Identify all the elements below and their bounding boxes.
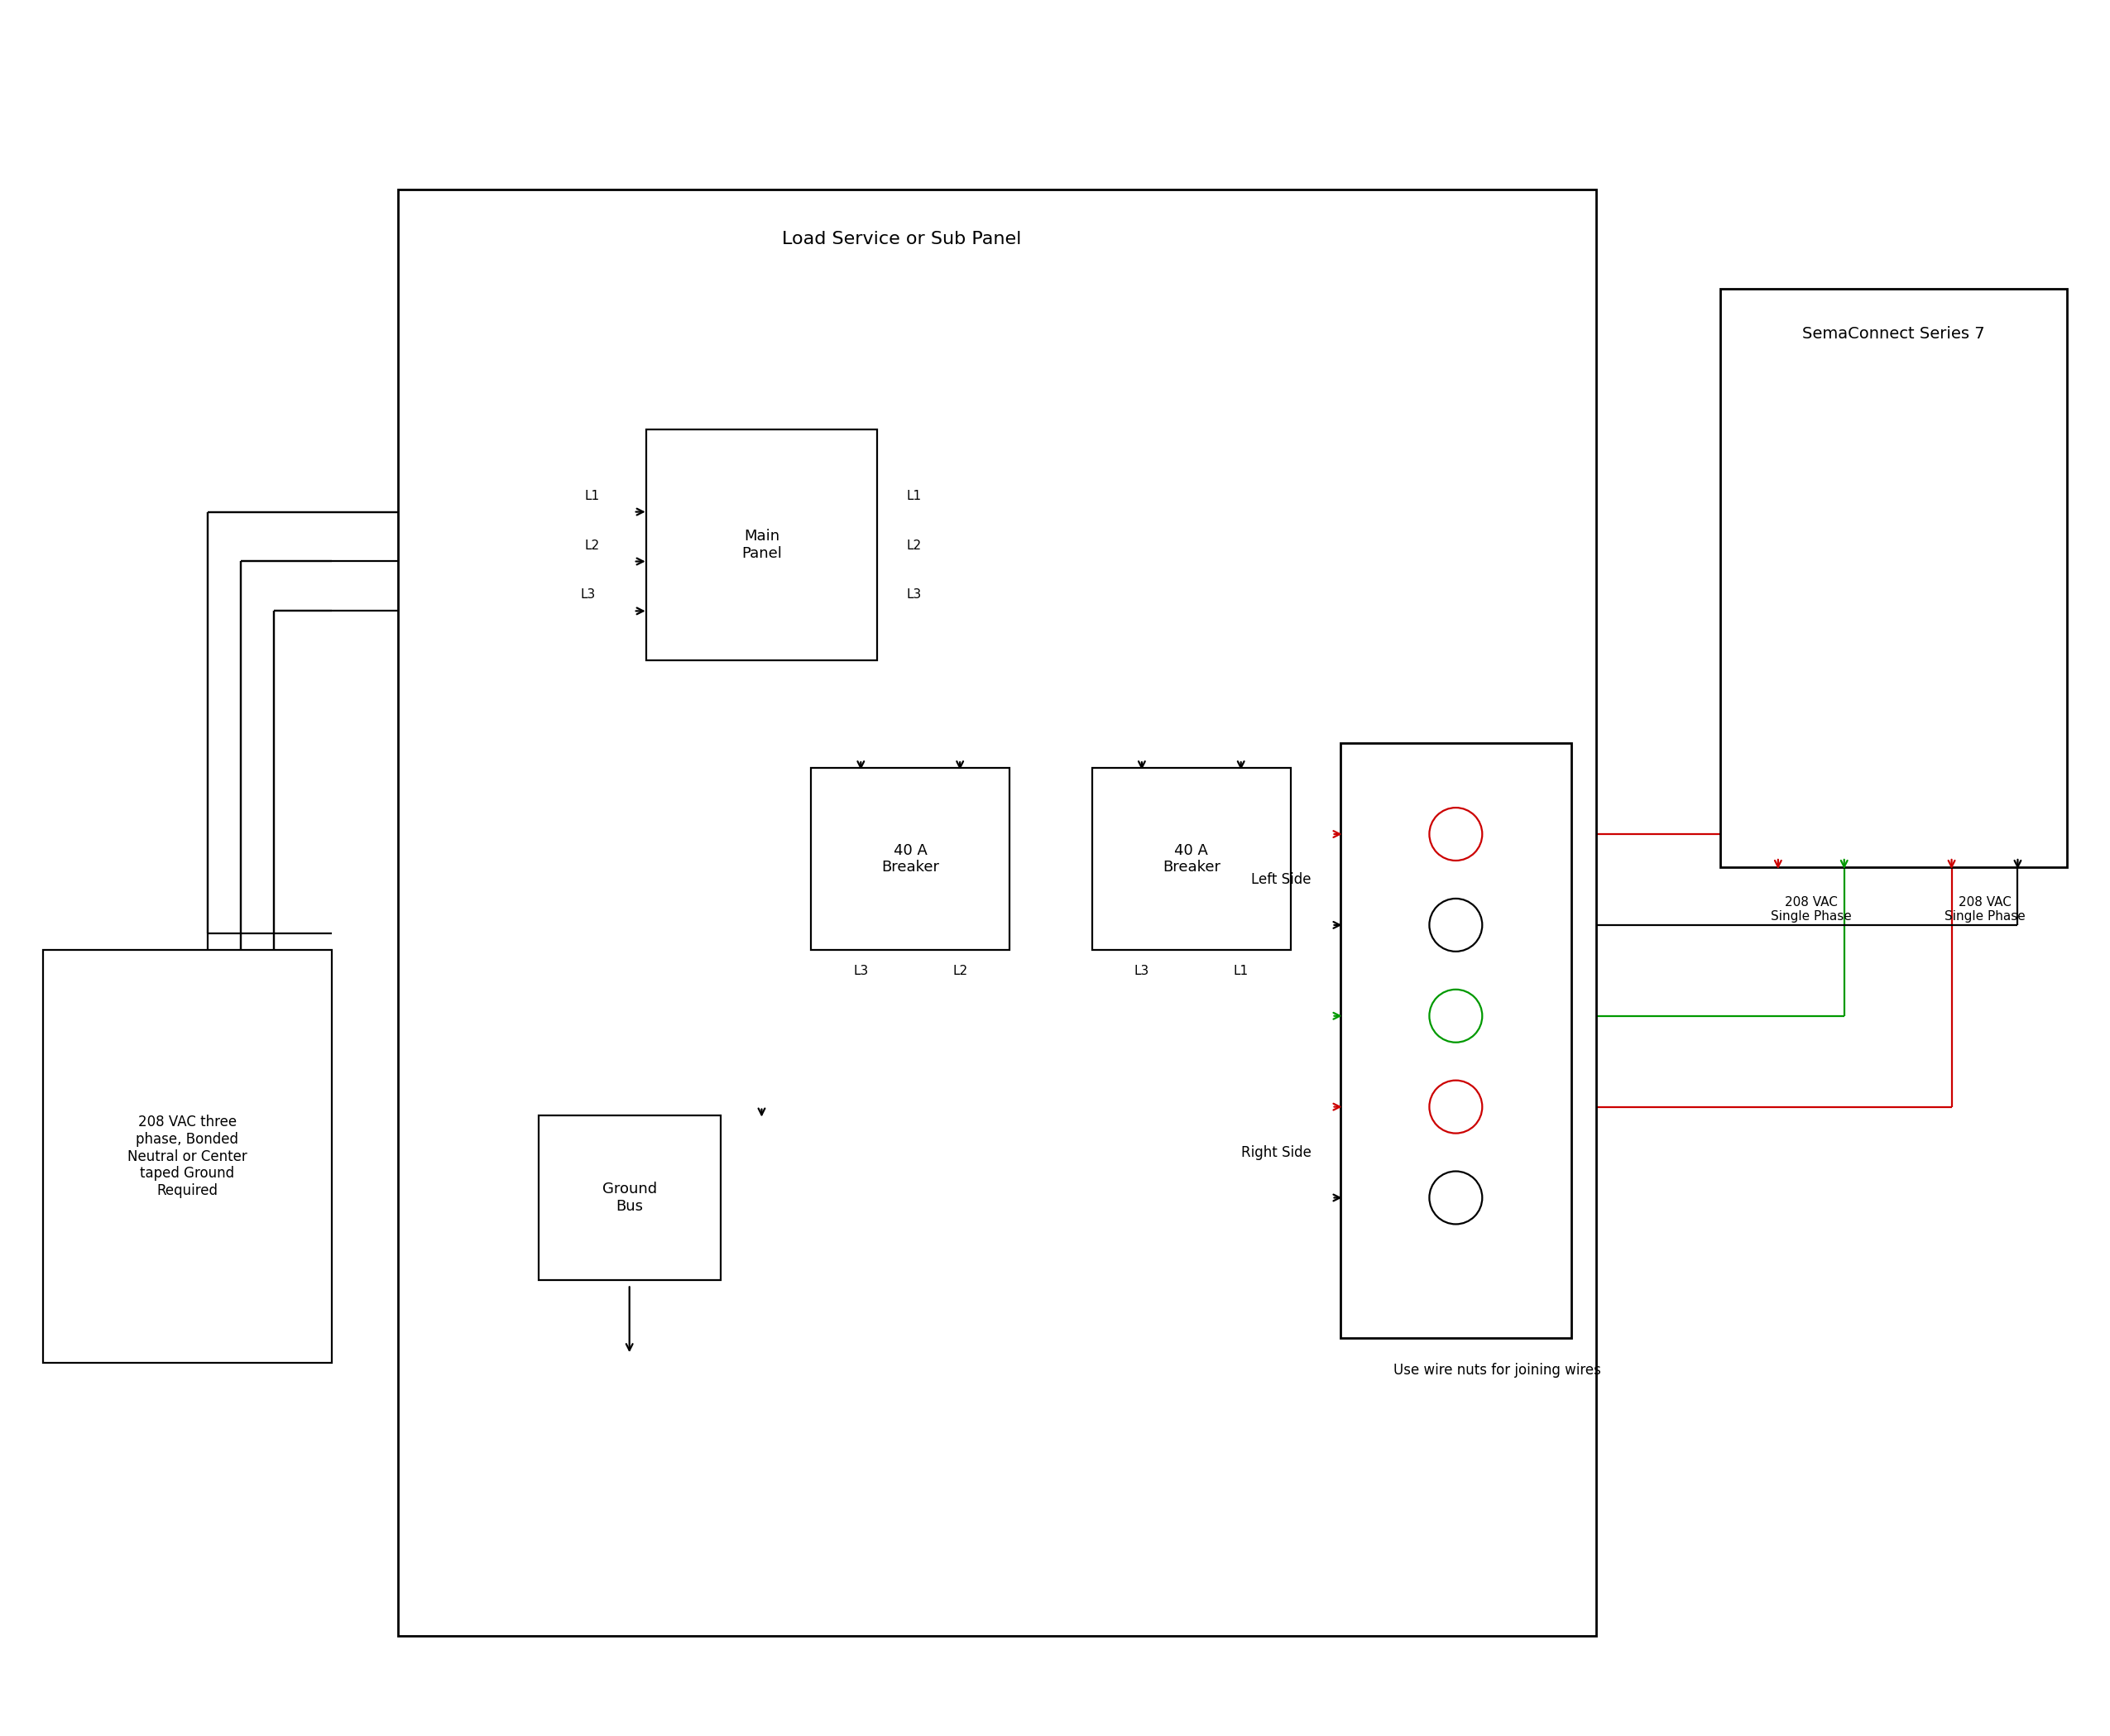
Text: 208 VAC
Single Phase: 208 VAC Single Phase	[1943, 896, 2026, 924]
Text: Main
Panel: Main Panel	[741, 529, 783, 561]
Text: L3: L3	[907, 589, 922, 601]
Text: SemaConnect Series 7: SemaConnect Series 7	[1802, 326, 1986, 342]
Text: L3: L3	[580, 589, 595, 601]
Text: Ground
Bus: Ground Bus	[601, 1182, 656, 1213]
Text: L2: L2	[952, 965, 968, 977]
Text: L2: L2	[907, 540, 922, 552]
Circle shape	[1428, 1172, 1481, 1224]
Bar	[1093, 767, 1291, 950]
Bar	[646, 429, 878, 661]
Bar	[810, 767, 1009, 950]
Text: Right Side: Right Side	[1241, 1144, 1310, 1160]
Bar	[1340, 743, 1572, 1338]
Bar	[42, 950, 331, 1363]
Bar	[399, 189, 1597, 1635]
Text: 40 A
Breaker: 40 A Breaker	[882, 844, 939, 875]
Circle shape	[1428, 807, 1481, 861]
Text: Load Service or Sub Panel: Load Service or Sub Panel	[781, 231, 1021, 248]
Text: 208 VAC
Single Phase: 208 VAC Single Phase	[1770, 896, 1853, 924]
Bar	[538, 1115, 720, 1281]
Text: L1: L1	[1234, 965, 1249, 977]
Text: 40 A
Breaker: 40 A Breaker	[1163, 844, 1220, 875]
Text: Use wire nuts for joining wires: Use wire nuts for joining wires	[1393, 1363, 1601, 1378]
Circle shape	[1428, 990, 1481, 1042]
Text: L2: L2	[584, 540, 599, 552]
Text: 208 VAC three
phase, Bonded
Neutral or Center
taped Ground
Required: 208 VAC three phase, Bonded Neutral or C…	[127, 1115, 247, 1198]
Circle shape	[1428, 1080, 1481, 1134]
Bar	[1720, 288, 2068, 868]
Text: Left Side: Left Side	[1251, 871, 1310, 887]
Circle shape	[1428, 899, 1481, 951]
Text: L3: L3	[1135, 965, 1150, 977]
Text: L3: L3	[852, 965, 869, 977]
Text: L1: L1	[907, 490, 922, 502]
Text: L1: L1	[584, 490, 599, 502]
